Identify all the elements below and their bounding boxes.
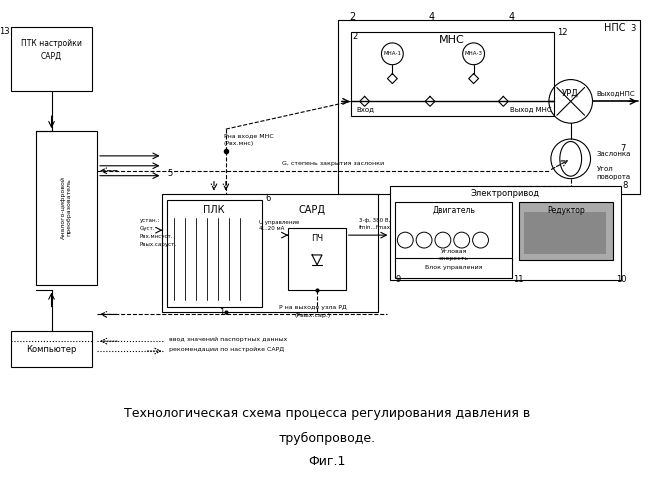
Text: МНА-3: МНА-3 bbox=[465, 52, 483, 57]
Text: Gуст.: Gуст. bbox=[140, 226, 155, 230]
Text: 12: 12 bbox=[557, 28, 568, 36]
Text: (Рвых.сар.): (Рвых.сар.) bbox=[295, 313, 331, 318]
Text: G, степень закрытия заслонки: G, степень закрытия заслонки bbox=[282, 162, 384, 166]
Text: САРД: САРД bbox=[41, 52, 62, 60]
Text: НПС: НПС bbox=[604, 23, 625, 33]
Text: ПТК настройки: ПТК настройки bbox=[21, 40, 82, 48]
Text: 1: 1 bbox=[219, 308, 224, 317]
Text: (Рвх.мнс): (Рвх.мнс) bbox=[224, 142, 254, 146]
FancyBboxPatch shape bbox=[167, 200, 262, 308]
Text: 3: 3 bbox=[630, 24, 636, 32]
FancyBboxPatch shape bbox=[288, 228, 346, 290]
Text: Технологическая схема процесса регулирования давления в: Технологическая схема процесса регулиров… bbox=[124, 407, 530, 420]
Text: 6: 6 bbox=[266, 194, 271, 202]
FancyBboxPatch shape bbox=[351, 32, 554, 116]
FancyBboxPatch shape bbox=[163, 194, 378, 312]
Text: Р на выходе узла РД: Р на выходе узла РД bbox=[279, 305, 347, 310]
Text: 9: 9 bbox=[395, 275, 400, 284]
Text: трубопроводе.: трубопроводе. bbox=[279, 432, 376, 445]
Text: Двигатель: Двигатель bbox=[432, 206, 475, 215]
FancyBboxPatch shape bbox=[519, 202, 613, 260]
Text: Редуктор: Редуктор bbox=[547, 206, 584, 215]
Text: Заслонка: Заслонка bbox=[596, 151, 631, 157]
Text: 4...20 мА: 4...20 мА bbox=[259, 226, 284, 230]
Text: fmin...fmax: fmin...fmax bbox=[359, 224, 391, 230]
Text: Фиг.1: Фиг.1 bbox=[308, 454, 345, 468]
Text: Рна входе МНС: Рна входе МНС bbox=[224, 134, 273, 138]
Text: Рвых.саруст.: Рвых.саруст. bbox=[140, 242, 177, 246]
Text: U управление: U управление bbox=[259, 220, 299, 225]
FancyBboxPatch shape bbox=[395, 202, 513, 260]
Text: Аналого-цифровой
преобразователь: Аналого-цифровой преобразователь bbox=[61, 176, 72, 239]
Text: САРД: САРД bbox=[298, 206, 325, 216]
FancyBboxPatch shape bbox=[11, 332, 92, 367]
Text: 2: 2 bbox=[350, 12, 356, 22]
Text: 8: 8 bbox=[622, 181, 628, 190]
Text: МНС: МНС bbox=[439, 35, 465, 45]
Text: Компьютер: Компьютер bbox=[27, 344, 76, 354]
FancyBboxPatch shape bbox=[338, 20, 640, 194]
FancyBboxPatch shape bbox=[390, 186, 621, 280]
Text: Выход МНС: Выход МНС bbox=[510, 106, 552, 112]
Text: ПЛК: ПЛК bbox=[203, 206, 225, 216]
Text: 5: 5 bbox=[167, 169, 172, 178]
Text: Электропривод: Электропривод bbox=[470, 189, 540, 198]
Text: Угол: Угол bbox=[596, 166, 613, 172]
FancyBboxPatch shape bbox=[524, 212, 607, 254]
FancyBboxPatch shape bbox=[36, 131, 97, 284]
Text: 3-ф, 380 В,: 3-ф, 380 В, bbox=[359, 218, 390, 223]
Text: Рвх.мнсуст.: Рвх.мнсуст. bbox=[140, 234, 173, 238]
Text: ПЧ: ПЧ bbox=[311, 234, 323, 242]
Text: 2: 2 bbox=[353, 32, 358, 41]
FancyBboxPatch shape bbox=[395, 258, 513, 278]
Text: ВыходНПС: ВыходНПС bbox=[596, 90, 634, 96]
Text: 10: 10 bbox=[616, 275, 627, 284]
Text: поворота: поворота bbox=[596, 174, 631, 180]
Text: рекомендации по настройке САРД: рекомендации по настройке САРД bbox=[169, 346, 284, 352]
Text: устан.:: устан.: bbox=[140, 218, 160, 223]
Text: 7: 7 bbox=[620, 144, 625, 154]
Text: Вход: Вход bbox=[356, 106, 375, 112]
FancyBboxPatch shape bbox=[11, 27, 92, 92]
Text: Угловая: Угловая bbox=[441, 250, 467, 254]
Text: 4: 4 bbox=[508, 12, 515, 22]
Text: 11: 11 bbox=[513, 275, 524, 284]
Text: Блок управления: Блок управления bbox=[425, 266, 483, 270]
Text: ввод значений паспортных данных: ввод значений паспортных данных bbox=[169, 336, 288, 342]
Text: 13: 13 bbox=[0, 27, 10, 36]
Text: 4: 4 bbox=[429, 12, 435, 22]
Text: скорость: скорость bbox=[439, 256, 469, 262]
Text: УРД: УРД bbox=[562, 89, 579, 98]
Text: МНА-1: МНА-1 bbox=[384, 52, 401, 57]
